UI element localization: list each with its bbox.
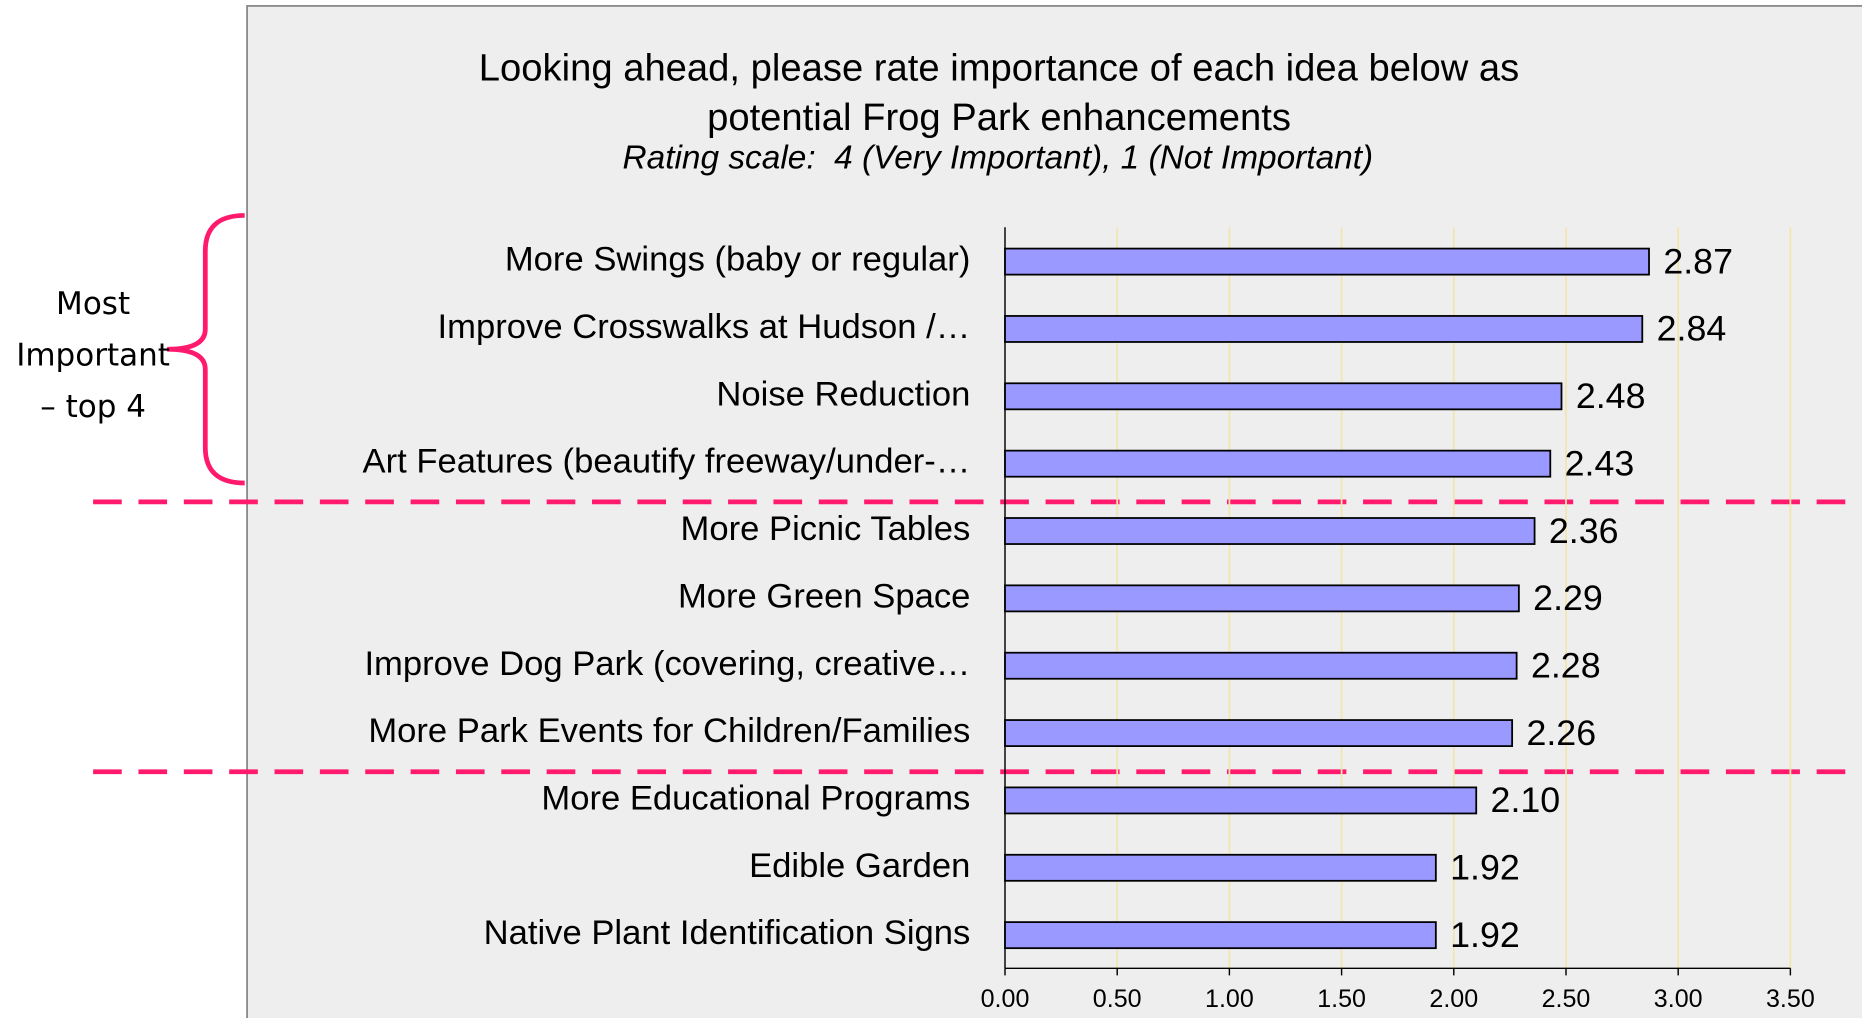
y-tick-label: More Educational Programs bbox=[541, 780, 970, 818]
bar bbox=[1004, 921, 1437, 950]
chart-subtitle: Rating scale: 4 (Very Important), 1 (Not… bbox=[623, 140, 1374, 177]
annotation: Important bbox=[16, 337, 170, 373]
x-tick-label: 2.00 bbox=[1429, 985, 1478, 1013]
value-label: 2.28 bbox=[1531, 646, 1601, 686]
y-tick-label: More Picnic Tables bbox=[681, 510, 971, 548]
value-label: 1.92 bbox=[1450, 915, 1520, 955]
bar bbox=[1004, 449, 1552, 478]
x-tick-label: 3.00 bbox=[1654, 985, 1703, 1013]
bar bbox=[1004, 651, 1518, 680]
y-tick-label: Improve Crosswalks at Hudson /… bbox=[438, 308, 971, 346]
bar bbox=[1004, 853, 1437, 882]
y-tick-label: More Park Events for Children/Families bbox=[368, 712, 970, 750]
x-tick-label: 1.00 bbox=[1205, 985, 1254, 1013]
value-label: 2.84 bbox=[1657, 309, 1727, 349]
y-tick-label: Edible Garden bbox=[749, 847, 970, 885]
y-tick-label: More Green Space bbox=[678, 578, 970, 616]
value-label: 2.48 bbox=[1576, 376, 1646, 416]
title-holder: Looking ahead, please rate importance of… bbox=[478, 46, 1520, 139]
bar bbox=[1004, 517, 1536, 545]
bar bbox=[1004, 786, 1478, 815]
y-tick-label: Improve Dog Park (covering, creative… bbox=[364, 645, 970, 683]
value-label: 2.87 bbox=[1663, 241, 1733, 281]
x-tick-label: 0.00 bbox=[981, 985, 1030, 1013]
bar bbox=[1004, 315, 1644, 343]
y-tick-label: Native Plant Identification Signs bbox=[484, 914, 971, 952]
annotation: Most bbox=[56, 286, 130, 322]
x-tick-label: 0.50 bbox=[1093, 985, 1142, 1013]
bar bbox=[1004, 719, 1514, 747]
value-label: 2.10 bbox=[1491, 780, 1561, 820]
value-label: 1.92 bbox=[1450, 848, 1520, 888]
x-tick-label: 2.50 bbox=[1542, 985, 1591, 1013]
value-label: 2.36 bbox=[1549, 511, 1619, 551]
value-label: 2.43 bbox=[1565, 444, 1635, 484]
bar bbox=[1004, 247, 1650, 276]
x-tick-label: 1.50 bbox=[1317, 985, 1366, 1013]
plot-panel bbox=[246, 5, 1862, 1018]
y-tick-label: Art Features (beautify freeway/under-… bbox=[363, 443, 971, 481]
chart-title: Looking ahead, please rate importance of… bbox=[478, 46, 1520, 139]
y-tick-label: More Swings (baby or regular) bbox=[505, 241, 971, 279]
brace bbox=[167, 213, 245, 486]
value-label: 2.29 bbox=[1533, 578, 1603, 618]
bar bbox=[1004, 382, 1563, 411]
bar bbox=[1004, 584, 1520, 613]
value-label: 2.26 bbox=[1526, 713, 1596, 753]
x-tick-label: 3.50 bbox=[1766, 985, 1815, 1013]
annotation: – top 4 bbox=[40, 389, 146, 425]
y-tick-label: Noise Reduction bbox=[716, 376, 970, 414]
